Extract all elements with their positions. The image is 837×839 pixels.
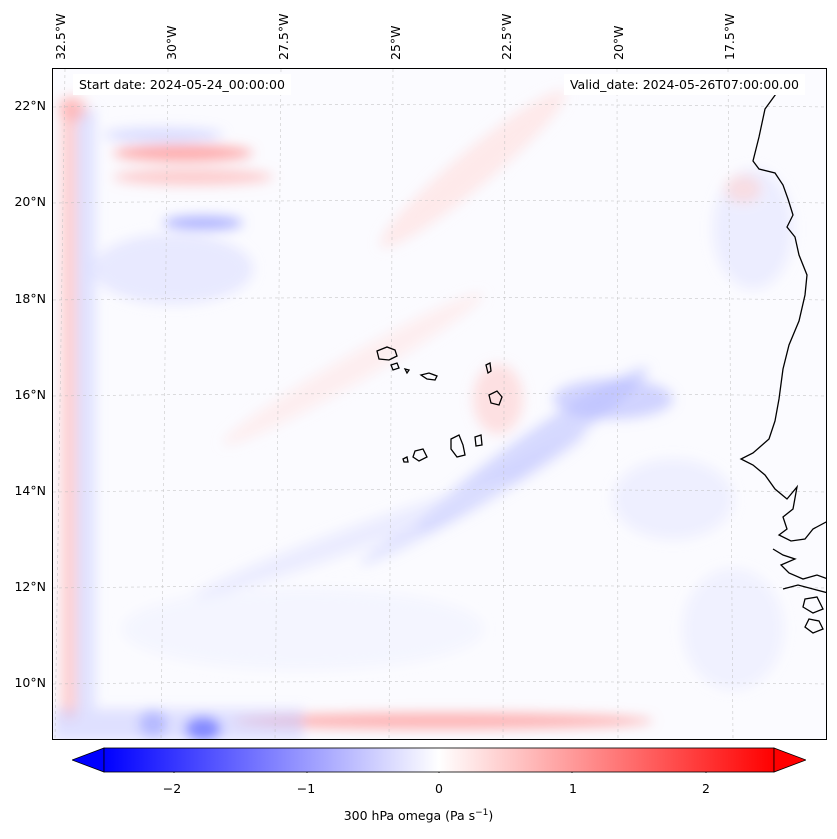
- lat-label-18n: 18°N: [14, 291, 46, 306]
- lon-label-27-5w: 27.5°W: [276, 13, 291, 60]
- lat-label-16n: 16°N: [14, 387, 46, 402]
- valid-date-label: Valid_date: 2024-05-26T07:00:00.00: [563, 74, 805, 95]
- omega-field-map: [53, 69, 826, 739]
- colorbar-min-extend: [72, 747, 105, 773]
- colorbar-tick-minus-2: −2: [162, 781, 182, 796]
- colorbar-max-extend: [773, 747, 806, 773]
- colorbar-label-text: 300 hPa omega (Pa s: [343, 808, 476, 824]
- cape-verde-brava: [402, 456, 409, 463]
- cape-verde-santa-luzia: [403, 368, 411, 375]
- colorbar-gradient: [103, 747, 775, 773]
- omega-shading: [53, 90, 793, 739]
- colorbar-tick-minus-1: −1: [296, 781, 316, 796]
- coastlines: [376, 86, 826, 634]
- lat-label-10n: 10°N: [14, 675, 46, 690]
- start-date-label: Start date: 2024-05-24_00:00:00: [73, 74, 291, 95]
- graticule: [53, 69, 826, 739]
- cape-verde-sao-vicente: [390, 362, 400, 371]
- map-panel[interactable]: [52, 68, 827, 740]
- cape-verde-boa-vista: [488, 390, 503, 406]
- gambia-guinea-coastline: [772, 548, 826, 634]
- lon-label-30w: 30°W: [164, 25, 179, 60]
- cape-verde-santo-antao: [376, 346, 398, 361]
- lat-label-12n: 12°N: [14, 579, 46, 594]
- cape-verde-maio: [474, 434, 483, 447]
- colorbar-label-close: ): [488, 808, 494, 824]
- colorbar-tick-1: 1: [569, 781, 577, 796]
- lat-label-14n: 14°N: [14, 483, 46, 498]
- lat-label-22n: 22°N: [14, 98, 46, 113]
- lon-label-22-5w: 22.5°W: [499, 13, 514, 60]
- colorbar-label: 300 hPa omega (Pa s−1): [0, 808, 837, 823]
- lon-label-32-5w: 32.5°W: [53, 13, 68, 60]
- lon-label-20w: 20°W: [611, 25, 626, 60]
- colorbar-tick-2: 2: [702, 781, 710, 796]
- cape-verde-sao-nicolau: [419, 372, 438, 381]
- africa-coastline: [739, 86, 826, 542]
- lat-label-20n: 20°N: [14, 194, 46, 209]
- colorbar: [72, 747, 806, 773]
- colorbar-tick-0: 0: [435, 781, 443, 796]
- colorbar-label-exponent: −1: [475, 808, 489, 818]
- lon-label-25w: 25°W: [388, 25, 403, 60]
- cape-verde-santiago: [450, 434, 466, 458]
- cape-verde-fogo: [412, 448, 428, 462]
- lon-label-17-5w: 17.5°W: [722, 13, 737, 60]
- cape-verde-sal: [485, 362, 492, 375]
